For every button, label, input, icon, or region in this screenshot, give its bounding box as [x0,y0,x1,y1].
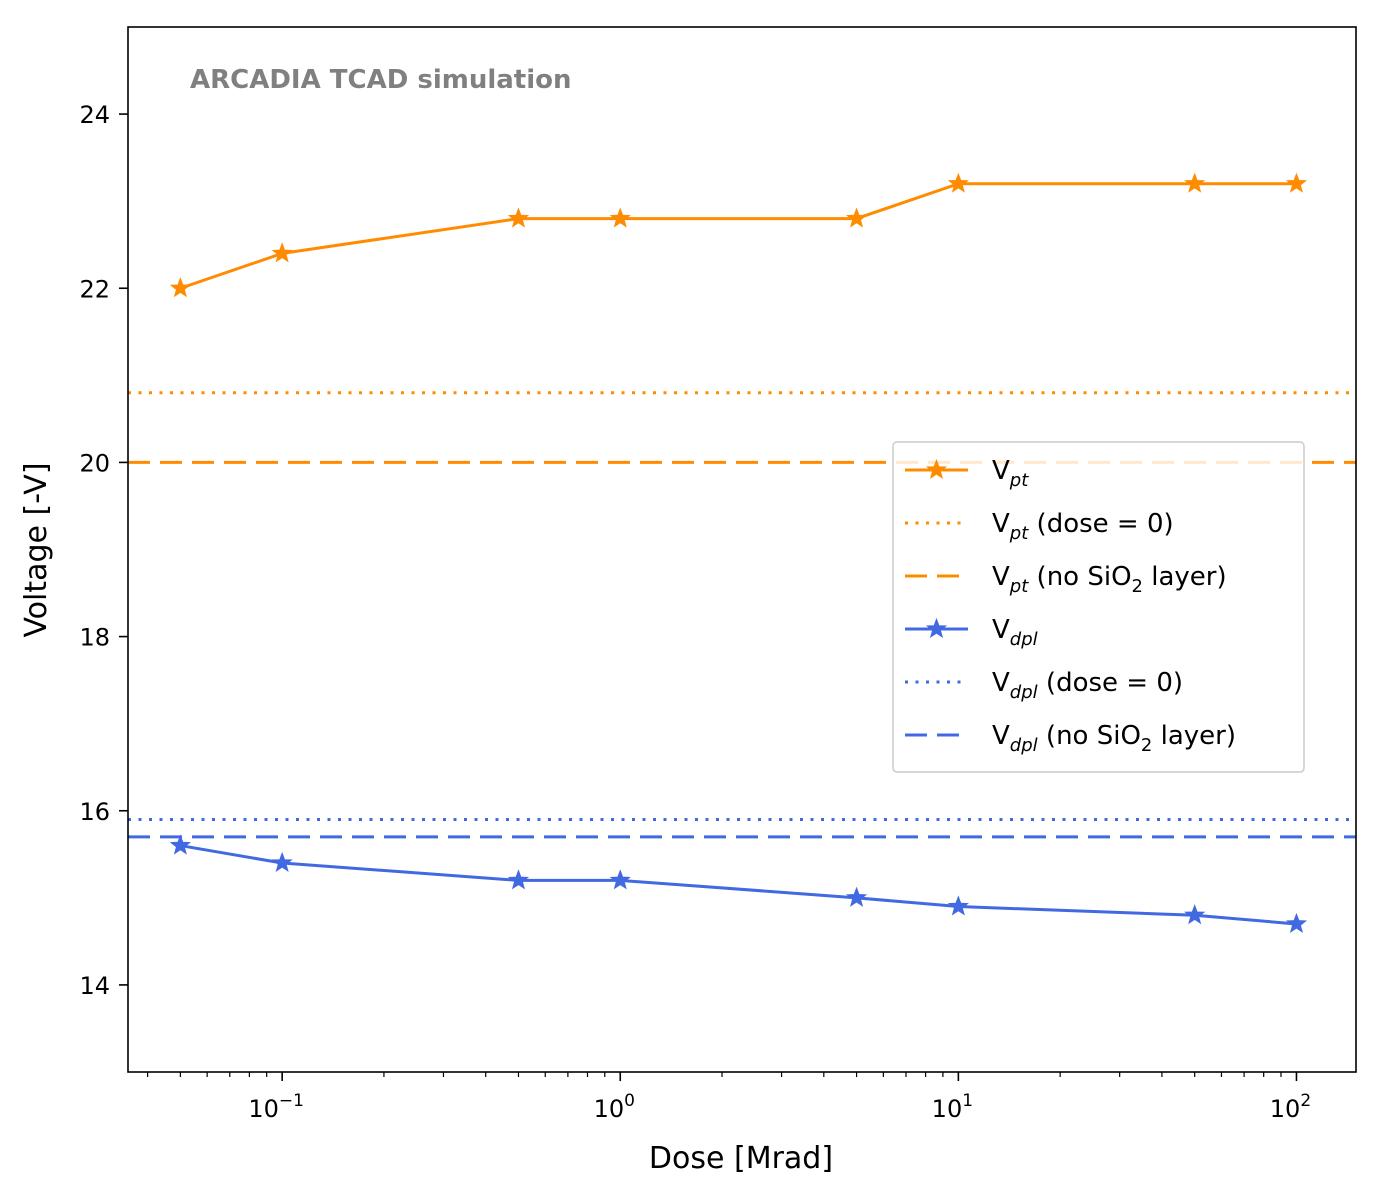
x-tick-label: 101 [932,1091,973,1123]
series-vpt-point [507,207,530,228]
series-vdpl-point [1184,904,1206,925]
y-tick-label: 20 [79,449,110,477]
y-tick-label: 22 [79,275,110,303]
series-vpt-point [1184,172,1206,193]
series-vpt-point [169,277,191,298]
annotation-text: ARCADIA TCAD simulation [190,65,572,95]
x-tick-label: 102 [1270,1091,1311,1123]
series-vdpl-point [609,869,631,890]
legend-star-marker [925,617,948,639]
legend-entry-vdpl0: Vdpl (dose = 0) [905,668,1183,703]
legend-label: Vdpl [992,615,1038,650]
series-vpt-point [1285,172,1308,193]
legend-entry-vpt0: Vpt (dose = 0) [905,509,1174,544]
y-axis-label: Voltage [-V] [19,462,54,637]
legend-label: Vdpl (dose = 0) [992,668,1183,703]
x-tick-label: 10−1 [248,1091,304,1123]
plot-frame [127,26,1357,1073]
legend: Vpt Vpt (dose = 0) Vpt (no SiO2 layer) Vdpl… [892,441,1305,773]
tick-layer: 10−1 100 101 102 14 16 18 20 22 24 [79,101,1311,1123]
legend-entry-vpt: Vpt [905,456,1029,491]
legend-entry-vdplno: Vdpl (no SiO2 layer) [905,721,1236,756]
x-axis-label: Dose [Mrad] [649,1141,833,1176]
plot-layer [128,172,1356,933]
plot-area [128,172,1356,933]
legend-frame [892,441,1305,773]
series-vpt-point [271,242,293,263]
legend-entry-vptno: Vpt (no SiO2 layer) [905,562,1227,597]
legend-label: Vpt (dose = 0) [992,509,1174,544]
legend-entry-vdpl: Vdpl [905,615,1038,650]
legend-star-marker [925,458,948,480]
y-tick-label: 24 [79,101,110,129]
series-vpt-line [179,182,1297,290]
legend-label: Vpt [992,456,1029,491]
y-tick-label: 16 [79,798,110,826]
x-tick-label: 100 [594,1091,635,1123]
y-tick-label: 14 [79,972,110,1000]
series-vdpl-point [947,895,969,916]
series-vdpl-line [180,844,1297,926]
series-vpt-point [845,207,868,228]
series-vdpl-point [1285,912,1308,933]
series-vdpl-point [169,834,191,855]
series-vdpl-point [507,869,530,890]
series-vpt-point [947,172,969,193]
legend-label: Vdpl (no SiO2 layer) [992,721,1236,756]
series-vdpl-point [271,851,293,873]
series-vpt-point [609,207,631,228]
legend-label: Vpt (no SiO2 layer) [992,562,1227,597]
y-tick-label: 18 [79,624,110,652]
series-vdpl-point [845,886,868,907]
